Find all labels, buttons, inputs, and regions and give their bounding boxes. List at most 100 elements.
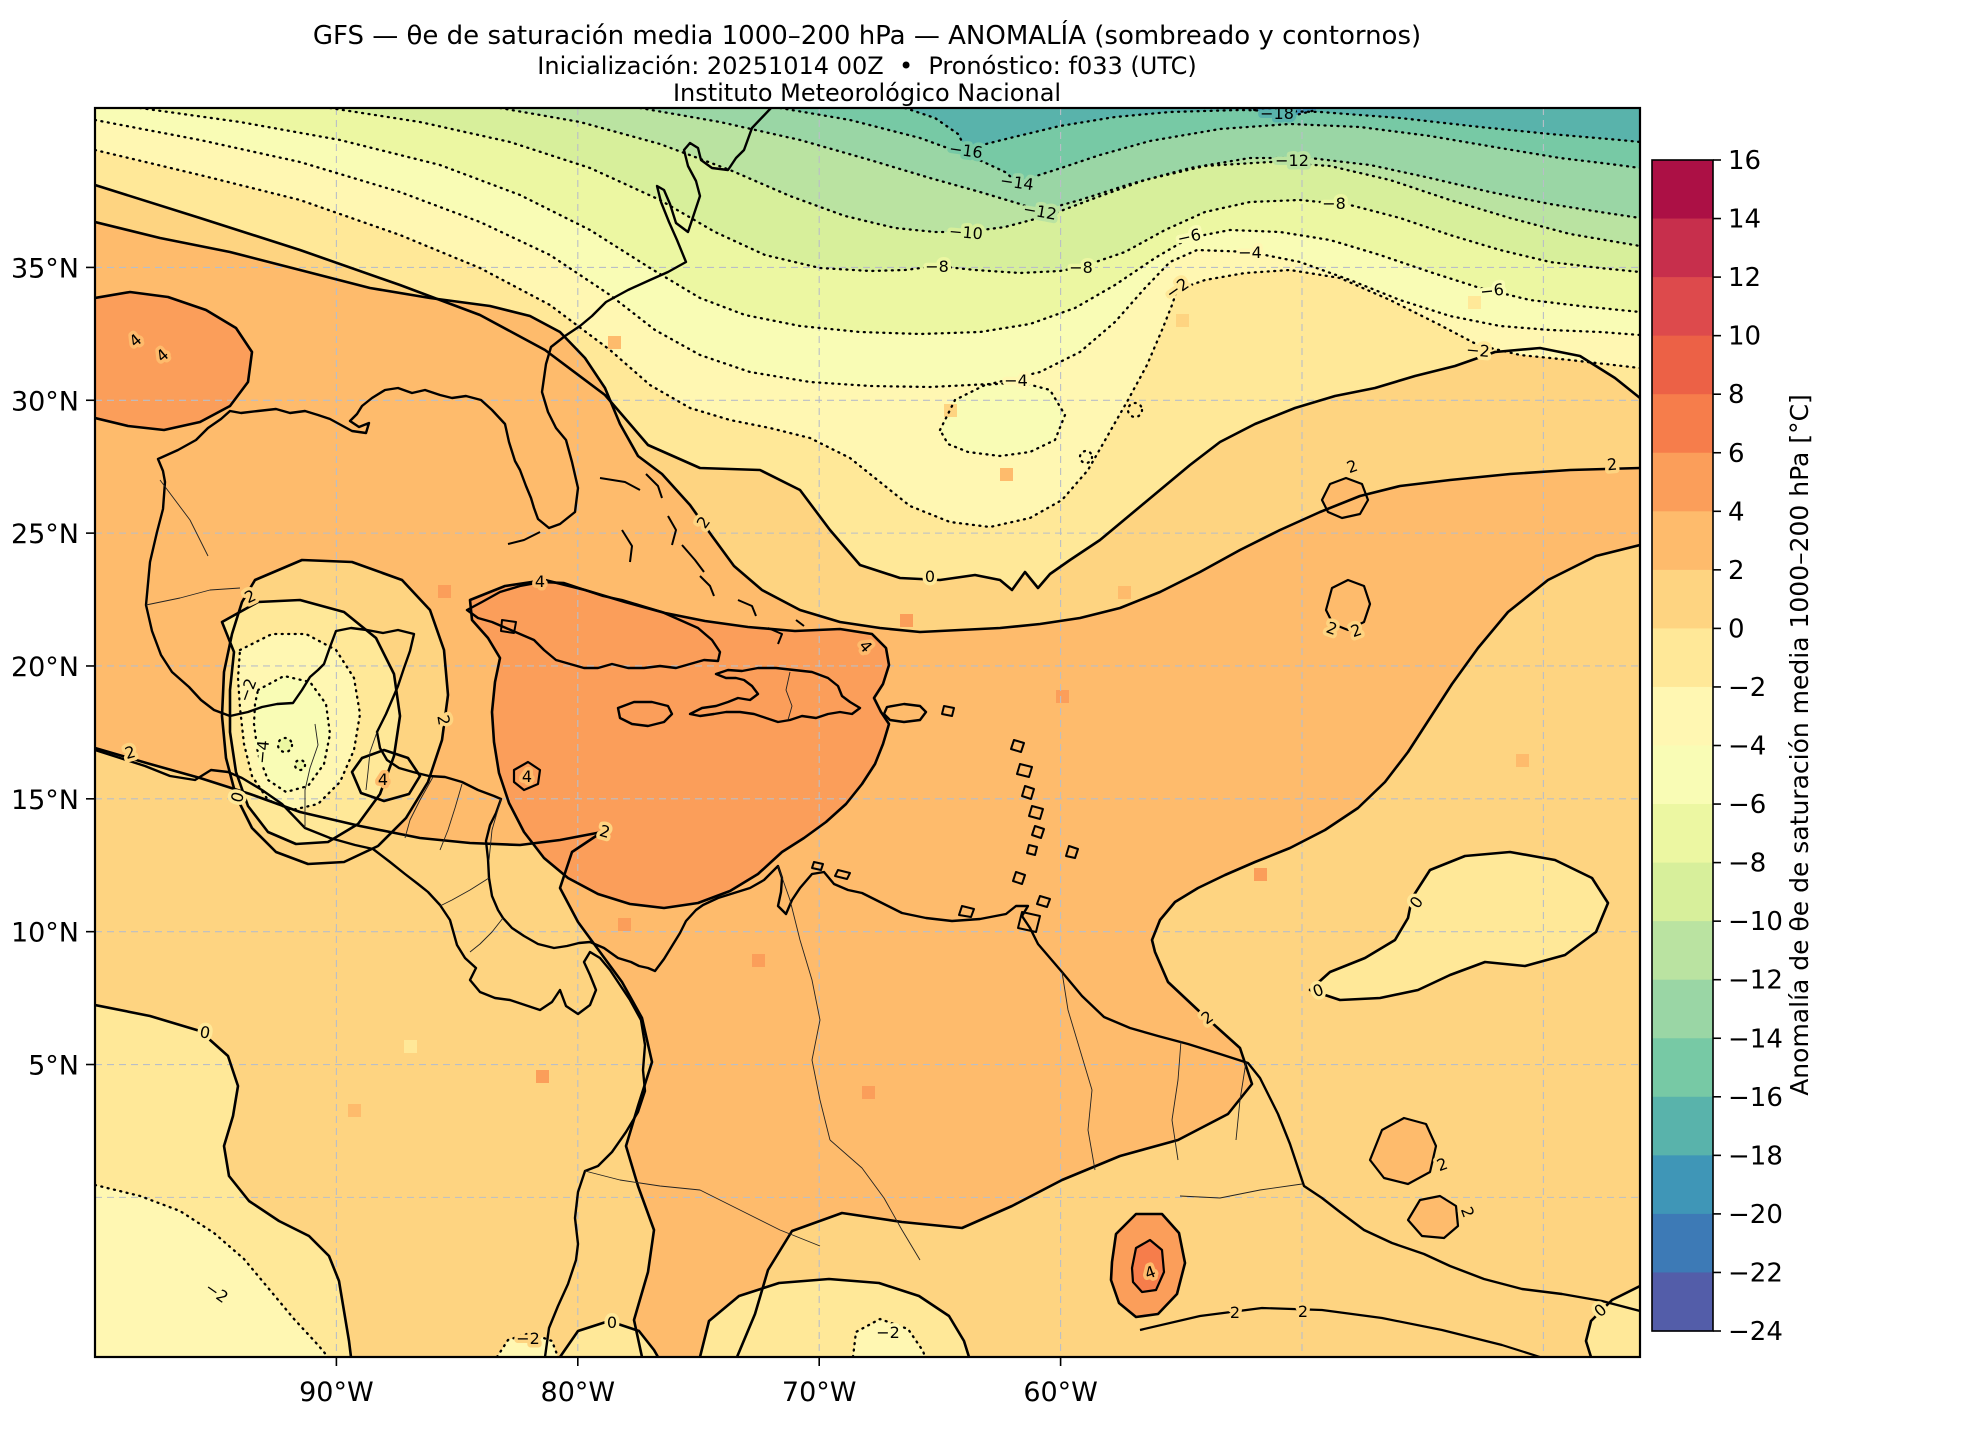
coast-jamaica xyxy=(616,700,674,728)
contour-0-southwest xyxy=(95,1003,353,1357)
map-area: −16−18−14−12−12−10−8 −8−8−6−6−4−4−2−2−2−4… xyxy=(95,104,1640,1357)
colorbar-tick-label: −2 xyxy=(1728,673,1766,703)
colorbar-segment xyxy=(1652,1096,1713,1156)
shaded-field xyxy=(95,108,1640,1357)
contour-0-bottom-small xyxy=(558,1319,660,1357)
colorbar-segment xyxy=(1652,979,1713,1039)
contour-4-venezuela xyxy=(1109,1212,1187,1319)
contour-m10 xyxy=(498,108,1640,248)
coast-isla-juventud xyxy=(500,619,517,634)
contour-label: −4 xyxy=(1238,243,1262,262)
colorbar-tick-label: 10 xyxy=(1728,322,1761,352)
colorbar-segment xyxy=(1652,628,1713,688)
plot-institution: Instituto Meteorológico Nacional xyxy=(673,79,1061,107)
contour-m16 xyxy=(903,108,1640,151)
contour-m2-bottom xyxy=(851,1317,927,1357)
contour-label: 4 xyxy=(522,767,532,786)
contour-label: 2 xyxy=(1298,1302,1308,1321)
contour-m12 xyxy=(638,108,1640,220)
y-tick-label: 20°N xyxy=(11,652,79,683)
contour-label: 4 xyxy=(378,770,388,789)
contour-lines xyxy=(95,108,1640,1357)
colorbar-segment xyxy=(1652,511,1713,571)
contour-2-se xyxy=(1139,1306,1541,1357)
colorbar-segment xyxy=(1652,1155,1713,1215)
colorbar-tick-label: −12 xyxy=(1728,966,1783,996)
colorbar-tick-label: 6 xyxy=(1728,439,1745,469)
colorbar-tick-label: 14 xyxy=(1728,205,1761,235)
contour-m4-mexico xyxy=(252,674,332,794)
colorbar-segment xyxy=(1652,921,1713,981)
contour-label: −8 xyxy=(1322,194,1346,213)
coast-lesser-antilles xyxy=(811,705,1079,933)
colorbar-segment xyxy=(1652,394,1713,454)
colorbar-tick-label: −14 xyxy=(1728,1024,1783,1054)
y-tick-label: 25°N xyxy=(11,519,79,550)
contour-6-venezuela xyxy=(1130,1238,1166,1294)
contour-label: 2 xyxy=(1230,1303,1240,1322)
contour-m18 xyxy=(1246,108,1318,118)
contour-label: −18 xyxy=(1260,104,1294,123)
map-frame xyxy=(93,106,1642,1359)
colorbar-tick-label: −16 xyxy=(1728,1083,1783,1113)
colorbar-tick-label: −22 xyxy=(1728,1258,1783,1288)
x-tick-label: 90°W xyxy=(299,1377,374,1408)
colorbar-tick-label: 2 xyxy=(1728,556,1745,586)
contour-m2-southwest xyxy=(95,1183,330,1357)
contour-label: −12 xyxy=(1275,151,1309,170)
country-borders xyxy=(145,479,1303,1261)
colorbar-tick-label: 0 xyxy=(1728,614,1745,644)
colorbar-tick-label: −4 xyxy=(1728,732,1766,762)
contour-m4-pocket xyxy=(938,380,1067,458)
colorbar-tick-label: 8 xyxy=(1728,380,1745,410)
colorbar-tick-label: −6 xyxy=(1728,790,1766,820)
contour-label: −6 xyxy=(1479,280,1504,301)
colorbar-segment xyxy=(1652,569,1713,629)
colorbar: 16 14 12 10 8 6 4 2 0 −2 −4 −6 −8 −10 −12 −14 −16 −18 −20 −… xyxy=(1651,146,1814,1347)
coast-puerto-rico xyxy=(882,702,928,724)
colorbar-tick-label: −10 xyxy=(1728,907,1783,937)
contour-0-bottom xyxy=(698,1277,971,1357)
colorbar-segment xyxy=(1652,1272,1713,1332)
colorbar-segment xyxy=(1652,745,1713,805)
coast-pacific xyxy=(95,748,647,1357)
y-tick-label: 5°N xyxy=(28,1051,79,1082)
plot-title: GFS — θe de saturación media 1000–200 hP… xyxy=(313,19,1421,51)
coast-florida-keys xyxy=(507,531,541,545)
colorbar-segment xyxy=(1652,452,1713,512)
contour-m14 xyxy=(778,108,1640,184)
contour-label: −2 xyxy=(516,1329,540,1348)
contour-m4 xyxy=(95,118,1640,389)
colorbar-segment xyxy=(1652,277,1713,337)
contour-label: 0 xyxy=(607,1313,617,1332)
contour-label: −10 xyxy=(948,222,983,244)
contour-0-mexico xyxy=(220,598,402,846)
y-tick-label: 15°N xyxy=(11,785,79,816)
colorbar-tick-label: −24 xyxy=(1728,1317,1783,1347)
contour-label: −2 xyxy=(876,1323,900,1342)
contour-m8 xyxy=(328,108,1640,275)
x-tick-label: 70°W xyxy=(782,1377,857,1408)
y-tick-label: 30°N xyxy=(11,386,79,417)
x-tick-label: 60°W xyxy=(1023,1377,1098,1408)
y-axis: 35°N 30°N 25°N 20°N 15°N 10°N 5°N xyxy=(11,253,95,1082)
contour-label: −8 xyxy=(1069,258,1093,277)
contour-label: 0 xyxy=(925,567,935,586)
colorbar-segment xyxy=(1652,160,1713,220)
contour-2 xyxy=(95,220,1640,1357)
colorbar-segment xyxy=(1652,686,1713,747)
contour-0-atlantic-pocket xyxy=(1308,850,1610,1002)
contour-0-se-corner xyxy=(1584,1284,1640,1357)
colorbar-segment xyxy=(1652,218,1713,278)
y-tick-label: 10°N xyxy=(11,918,79,949)
x-tick-label: 80°W xyxy=(541,1377,616,1408)
coast-cuba xyxy=(465,580,722,670)
contour-m2-bottom2 xyxy=(495,1331,560,1357)
colorbar-tick-label: −18 xyxy=(1728,1141,1783,1171)
y-tick-label: 35°N xyxy=(11,253,79,284)
contour-label: −4 xyxy=(1004,371,1028,390)
coast-mainland-atlantic xyxy=(144,108,1640,1313)
contour-label: 2 xyxy=(1606,455,1618,475)
